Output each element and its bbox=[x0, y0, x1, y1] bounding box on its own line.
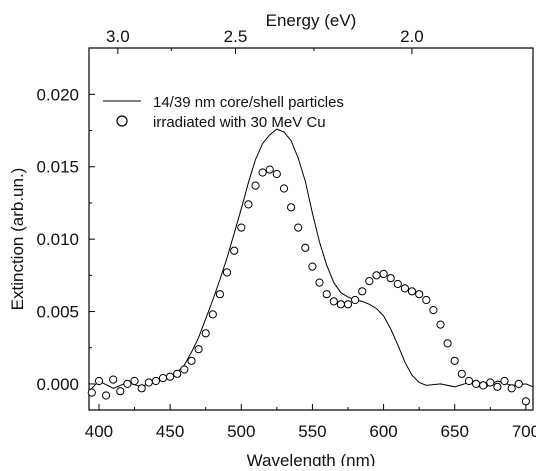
data-point-irradiated bbox=[215, 290, 224, 299]
data-point-irradiated bbox=[493, 382, 502, 391]
x-axis-label: Wavelength (nm) bbox=[247, 451, 376, 466]
data-point-irradiated bbox=[464, 376, 474, 386]
series-line-core-shell bbox=[88, 128, 534, 392]
data-point-irradiated bbox=[521, 397, 531, 406]
x-tick-label: 500 bbox=[227, 422, 255, 441]
data-point-irradiated bbox=[137, 384, 146, 393]
data-point-irradiated bbox=[450, 356, 459, 365]
data-point-irradiated bbox=[144, 378, 153, 387]
y-tick-label: 0.015 bbox=[36, 158, 79, 177]
data-point-irradiated bbox=[358, 287, 367, 296]
y-tick-label: 0.010 bbox=[36, 230, 79, 249]
data-point-irradiated bbox=[329, 297, 338, 306]
data-point-irradiated bbox=[130, 376, 139, 386]
data-point-irradiated bbox=[87, 388, 96, 397]
x-tick-label: 650 bbox=[441, 422, 469, 441]
data-point-irradiated bbox=[386, 274, 395, 283]
data-point-irradiated bbox=[400, 284, 409, 293]
data-point-irradiated bbox=[237, 223, 246, 232]
axis-ticks: 400 450 500 550 600 650 700 0.000 0.005 0.010 0.01… bbox=[36, 27, 536, 441]
legend: 14/39 nm core/shell particles irradiated … bbox=[103, 94, 344, 131]
data-point-irradiated bbox=[365, 277, 374, 286]
data-point-irradiated bbox=[422, 295, 431, 305]
data-point-irradiated bbox=[322, 290, 331, 299]
data-point-irradiated bbox=[151, 376, 160, 386]
data-point-irradiated bbox=[272, 169, 281, 179]
series-layer bbox=[87, 128, 534, 406]
data-point-irradiated bbox=[287, 203, 296, 212]
data-point-irradiated bbox=[336, 300, 345, 309]
data-point-irradiated bbox=[407, 287, 417, 296]
data-point-irradiated bbox=[472, 379, 481, 388]
data-point-irradiated bbox=[457, 369, 466, 378]
data-point-irradiated bbox=[173, 369, 182, 378]
data-point-irradiated bbox=[194, 345, 203, 354]
data-point-irradiated bbox=[514, 379, 523, 388]
data-point-irradiated bbox=[393, 279, 402, 289]
top-tick-label: 2.5 bbox=[224, 27, 248, 46]
data-point-irradiated bbox=[158, 374, 168, 383]
data-point-irradiated bbox=[230, 246, 239, 255]
data-point-irradiated bbox=[343, 300, 353, 309]
data-point-irradiated bbox=[379, 269, 388, 278]
x-tick-label: 700 bbox=[512, 422, 536, 441]
data-point-irradiated bbox=[486, 378, 495, 387]
data-point-irradiated bbox=[222, 268, 232, 277]
data-point-irradiated bbox=[208, 310, 217, 319]
data-point-irradiated bbox=[123, 379, 132, 388]
data-point-irradiated bbox=[166, 372, 175, 381]
data-point-irradiated bbox=[244, 200, 253, 209]
data-point-irradiated bbox=[479, 381, 488, 390]
data-point-irradiated bbox=[265, 165, 274, 174]
data-point-irradiated bbox=[301, 243, 310, 252]
x-tick-label: 400 bbox=[85, 422, 113, 441]
data-point-irradiated bbox=[102, 391, 111, 400]
data-point-irradiated bbox=[187, 356, 196, 365]
data-point-irradiated bbox=[258, 168, 267, 177]
data-point-irradiated bbox=[500, 376, 509, 386]
data-point-irradiated bbox=[372, 271, 381, 280]
data-point-irradiated bbox=[308, 262, 317, 271]
y-tick-label: 0.005 bbox=[36, 303, 79, 322]
data-point-irradiated bbox=[315, 278, 324, 287]
top-tick-label: 2.0 bbox=[400, 27, 424, 46]
x-tick-label: 550 bbox=[298, 422, 326, 441]
top-axis-label: Energy (eV) bbox=[266, 11, 357, 30]
data-point-irradiated bbox=[116, 387, 125, 396]
x-tick-label: 450 bbox=[156, 422, 184, 441]
y-tick-label: 0.020 bbox=[36, 85, 79, 104]
legend-label-core-shell: 14/39 nm core/shell particles bbox=[153, 94, 344, 111]
data-point-irradiated bbox=[507, 384, 516, 393]
data-point-irradiated bbox=[180, 365, 189, 374]
data-point-irradiated bbox=[94, 376, 104, 386]
data-point-irradiated bbox=[294, 223, 303, 232]
data-point-irradiated bbox=[251, 181, 260, 190]
data-point-irradiated bbox=[109, 375, 118, 384]
y-tick-label: 0.000 bbox=[36, 375, 79, 394]
x-tick-label: 600 bbox=[369, 422, 397, 441]
data-point-irradiated bbox=[429, 306, 438, 315]
y-axis-label: Extinction (arb.un.) bbox=[8, 168, 27, 311]
data-point-irradiated bbox=[201, 329, 210, 338]
data-point-irradiated bbox=[415, 290, 424, 299]
top-tick-label: 3.0 bbox=[106, 27, 130, 46]
legend-circle-swatch bbox=[116, 115, 128, 127]
legend-label-irradiated: irradiated with 30 MeV Cu bbox=[153, 114, 326, 131]
data-point-irradiated bbox=[351, 295, 360, 305]
data-point-irradiated bbox=[436, 320, 445, 329]
data-point-irradiated bbox=[279, 184, 289, 193]
plot-frame-rect bbox=[88, 47, 534, 411]
plot-frame bbox=[88, 47, 534, 411]
data-point-irradiated bbox=[443, 339, 452, 348]
